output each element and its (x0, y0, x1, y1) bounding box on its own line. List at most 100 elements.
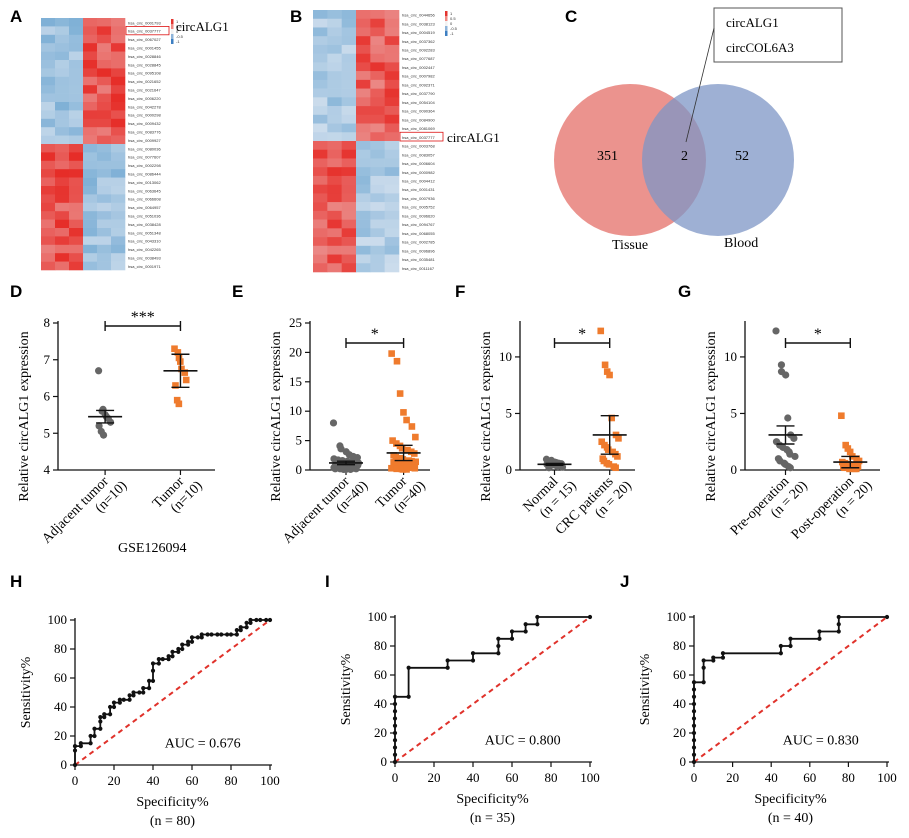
y-tick-label: 0 (731, 462, 738, 477)
heatmap-cell (327, 237, 342, 247)
y-tick-label: 20 (289, 344, 302, 359)
heatmap-row-label: hsa_circ_0081069 (402, 126, 435, 131)
venn-callout-line (685, 27, 715, 143)
heatmap-cell (41, 93, 56, 103)
heatmap-cell (41, 76, 56, 86)
auc-label: AUC = 0.830 (783, 734, 859, 749)
data-point (411, 464, 419, 472)
heatmap-cell (313, 193, 328, 203)
heatmap-cell (327, 141, 342, 151)
roc-point (470, 651, 476, 656)
data-point (173, 396, 181, 404)
data-point (786, 464, 794, 472)
heatmap-row-label: hsa_circ_0043310 (128, 239, 161, 244)
heatmap-cell (384, 141, 400, 151)
heatmap-cell (83, 127, 98, 136)
heatmap-cell (111, 152, 126, 162)
heatmap-cell (370, 141, 385, 151)
y-axis-label: Relative circALG1 expression (704, 331, 719, 501)
heatmap-cell (55, 127, 70, 136)
heatmap-row-label: hsa_circ_0051036 (128, 214, 161, 219)
heatmap-row-label: hsa_circ_0006604 (402, 161, 435, 166)
heatmap-cell (97, 43, 112, 52)
roc-point (258, 617, 263, 623)
roc-point (98, 726, 103, 731)
heatmap-cell (111, 219, 126, 229)
data-point (614, 453, 621, 460)
heatmap-cell (327, 184, 342, 194)
roc-point (117, 700, 122, 705)
data-point (399, 466, 407, 473)
roc-point (205, 632, 210, 637)
heatmap-cell (41, 127, 56, 136)
x-tick-label: 60 (506, 770, 519, 785)
x-tick-label: 80 (225, 773, 238, 788)
heatmap-cell (327, 132, 342, 142)
heatmap-cell (313, 254, 328, 264)
data-point (407, 464, 414, 471)
heatmap-cell (111, 60, 126, 69)
y-tick-label: 6 (44, 389, 51, 404)
roc-point (234, 628, 239, 633)
data-point (772, 327, 780, 335)
heatmap-cell (341, 149, 357, 159)
heatmap-row-label: hsa_circ_0000982 (402, 170, 435, 175)
heatmap-cell (313, 62, 328, 72)
roc-point (788, 636, 793, 641)
heatmap-cell (370, 193, 385, 203)
heatmap-cell (327, 71, 342, 81)
heatmap-cell (41, 194, 56, 204)
data-point (393, 357, 401, 365)
heatmap-row-label: hsa_circ_0063645 (128, 188, 161, 193)
roc-point (778, 651, 783, 656)
heatmap-cell (327, 27, 342, 37)
x-axis-sublabel: (n = 40) (768, 811, 814, 826)
panel-letter: F (455, 282, 465, 301)
heatmap-cell (313, 245, 328, 255)
heatmap-cell (356, 123, 371, 133)
y-tick-label: 80 (54, 641, 67, 656)
heatmap-legend-label: 1 (450, 11, 453, 16)
roc-point (98, 719, 103, 724)
data-point (95, 422, 103, 430)
roc-point (535, 622, 540, 627)
heatmap-cell (111, 102, 126, 111)
heatmap-cell (41, 135, 56, 145)
heatmap-cell (327, 97, 342, 107)
heatmap-cell (370, 97, 385, 107)
roc-point (141, 686, 146, 691)
heatmap-cell (83, 253, 98, 262)
heatmap-cell (55, 68, 70, 78)
data-point (842, 441, 849, 449)
roc-point (778, 643, 783, 649)
heatmap-legend-label: 0.5 (450, 16, 456, 21)
data-point (791, 452, 799, 461)
heatmap-cell (313, 167, 328, 177)
heatmap-cell (313, 219, 328, 229)
heatmap-cell (41, 110, 56, 120)
heatmap-cell (356, 106, 371, 116)
data-point (598, 438, 606, 446)
heatmap-cell (97, 169, 112, 178)
heatmap-cell (384, 228, 400, 238)
heatmap-cell (356, 36, 371, 46)
heatmap-cell (69, 60, 84, 69)
heatmap-cell (41, 160, 56, 170)
data-point (603, 368, 611, 375)
roc-point (496, 651, 501, 656)
roc-point (111, 704, 117, 710)
roc-point (108, 704, 113, 710)
heatmap-cell (97, 186, 112, 195)
roc-point (199, 635, 204, 640)
heatmap-cell (327, 193, 342, 203)
y-tick-label: 25 (289, 315, 302, 330)
heatmap-legend-label: -0.5 (450, 26, 458, 31)
heatmap-cell (370, 123, 385, 133)
heatmap-cell (83, 211, 98, 220)
panel-letter: H (10, 572, 22, 591)
roc-point (160, 657, 165, 662)
heatmap-row-label: hsa_circ_0028846 (128, 54, 161, 59)
roc-point (691, 680, 697, 685)
heatmap-cell (55, 194, 70, 204)
